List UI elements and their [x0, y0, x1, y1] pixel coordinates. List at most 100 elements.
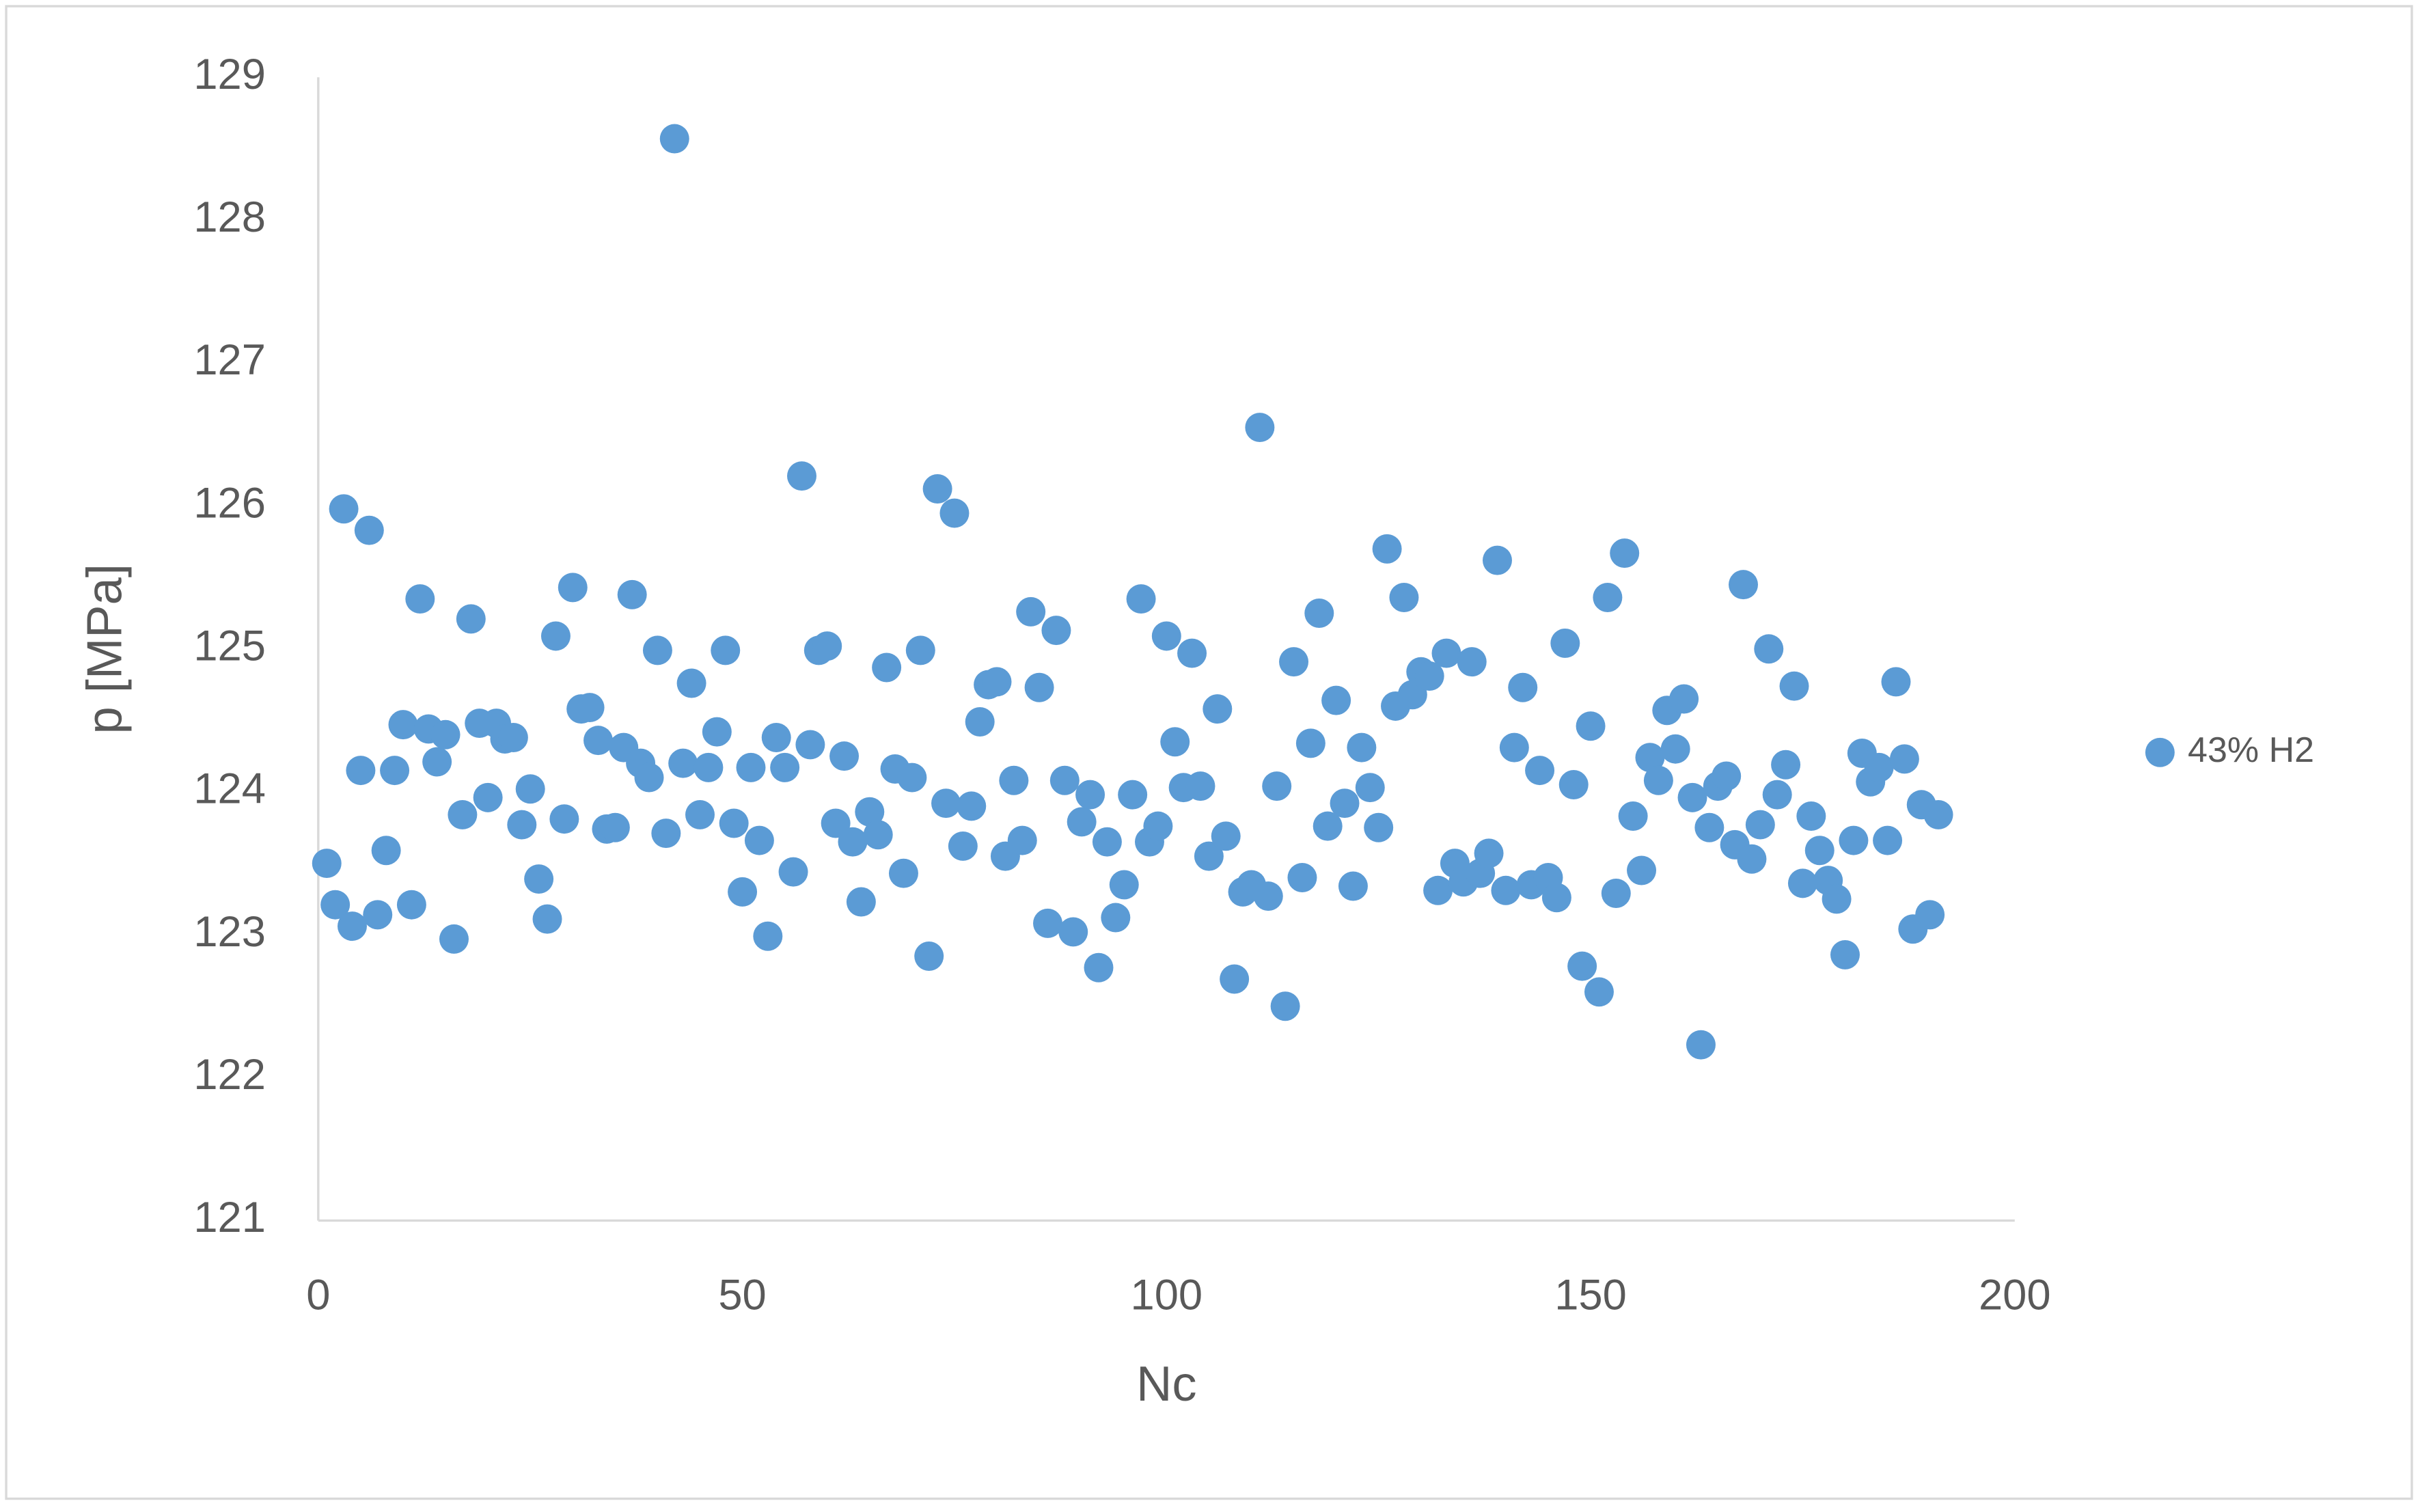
data-point: [1576, 711, 1606, 741]
data-point: [770, 752, 800, 782]
data-point: [1118, 780, 1148, 810]
data-point: [532, 904, 562, 934]
chart-border: [5, 5, 2413, 1500]
data-point: [693, 752, 724, 782]
data-point: [1389, 583, 1419, 612]
data-point: [380, 756, 410, 786]
data-point: [1830, 939, 1860, 970]
data-point: [617, 579, 647, 609]
data-point: [1084, 952, 1114, 982]
data-point: [1457, 647, 1487, 677]
data-point: [1007, 825, 1037, 855]
data-point: [736, 752, 766, 782]
y-tick-label: 121: [193, 1194, 266, 1241]
data-point: [1889, 744, 1919, 774]
data-point: [583, 726, 614, 756]
data-point: [1041, 616, 1071, 646]
data-point: [338, 911, 367, 941]
data-point: [659, 124, 689, 154]
data-point: [1364, 812, 1394, 842]
data-point: [829, 741, 860, 771]
y-tick-label: 124: [193, 765, 266, 813]
data-point: [812, 631, 842, 661]
data-point: [795, 730, 825, 760]
data-point: [320, 890, 351, 920]
data-point: [1550, 628, 1580, 658]
data-point: [753, 921, 783, 951]
data-point: [1525, 756, 1555, 786]
data-point: [1601, 878, 1631, 908]
data-point: [1304, 599, 1334, 628]
data-point: [1414, 661, 1444, 691]
data-point: [1762, 780, 1792, 810]
data-point: [1558, 770, 1589, 799]
data-point: [1270, 991, 1300, 1021]
data-point: [1245, 413, 1275, 443]
data-point: [456, 604, 486, 634]
data-point: [1279, 647, 1309, 677]
y-tick-label: 127: [193, 336, 266, 384]
data-point: [1610, 538, 1640, 568]
data-point: [821, 808, 851, 838]
data-point: [1347, 732, 1377, 762]
data-point: [1694, 812, 1725, 842]
data-point: [1618, 801, 1648, 831]
data-point: [371, 836, 401, 866]
data-point: [558, 573, 588, 603]
data-point: [1262, 771, 1292, 801]
data-point: [1491, 875, 1521, 905]
data-point: [1779, 671, 1809, 701]
data-point: [1567, 951, 1597, 981]
data-point: [540, 621, 571, 651]
data-point: [1016, 596, 1046, 627]
data-point: [1058, 917, 1088, 947]
y-tick-label: 129: [193, 51, 266, 98]
data-point: [1677, 782, 1707, 812]
x-tick-label: 100: [1131, 1271, 1203, 1319]
data-point: [1593, 583, 1623, 612]
data-point: [1143, 811, 1173, 841]
data-point: [1287, 862, 1317, 892]
data-point: [1355, 773, 1385, 803]
data-point: [846, 887, 876, 917]
data-point: [1541, 883, 1571, 913]
data-point: [1075, 780, 1105, 810]
legend-marker: [2145, 737, 2175, 767]
data-point: [1864, 752, 1894, 782]
data-point: [1431, 638, 1461, 668]
x-axis-title: Nc: [1136, 1356, 1196, 1412]
data-point: [1372, 534, 1402, 564]
data-point: [1177, 638, 1207, 668]
data-point: [439, 924, 469, 954]
data-point: [405, 584, 435, 614]
data-point: [778, 857, 808, 887]
data-point: [982, 667, 1012, 697]
data-point: [719, 808, 749, 838]
data-point: [1627, 855, 1657, 885]
data-point: [388, 710, 418, 740]
data-point: [346, 756, 376, 786]
data-point: [507, 810, 537, 840]
data-point: [685, 799, 715, 829]
y-tick-label: 122: [193, 1051, 266, 1099]
data-point: [1033, 908, 1062, 938]
data-point: [1253, 881, 1283, 911]
data-point: [1499, 732, 1529, 762]
data-point: [965, 706, 995, 737]
data-point: [1220, 964, 1250, 994]
data-point: [1635, 743, 1665, 773]
data-point: [1185, 771, 1215, 801]
data-point: [1787, 868, 1817, 898]
x-tick-label: 150: [1554, 1271, 1627, 1319]
x-tick-label: 0: [306, 1271, 330, 1319]
data-point: [948, 831, 978, 861]
data-point: [897, 762, 927, 793]
data-point: [1745, 810, 1775, 840]
data-point: [651, 819, 681, 849]
data-point: [524, 864, 554, 894]
data-point: [1092, 827, 1122, 857]
data-point: [1584, 977, 1614, 1007]
data-point: [498, 722, 528, 752]
y-tick-label: 128: [193, 193, 266, 241]
